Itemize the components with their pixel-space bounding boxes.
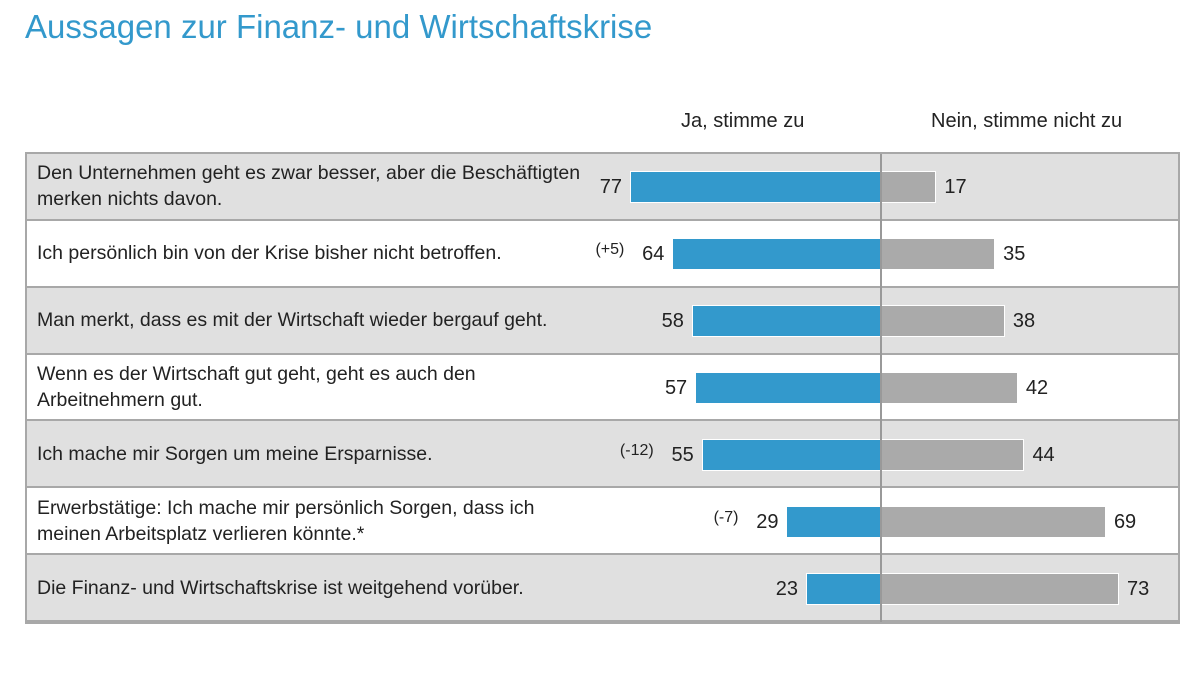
table-row: Den Unternehmen geht es zwar besser, abe…	[27, 154, 1178, 221]
table-row: Die Finanz- und Wirtschaftskrise ist wei…	[27, 555, 1178, 622]
legend-yes: Ja, stimme zu	[681, 110, 805, 132]
row-label: Die Finanz- und Wirtschaftskrise ist wei…	[37, 576, 524, 599]
bar-no	[881, 572, 1119, 605]
table-row: Ich persönlich bin von der Krise bisher …	[27, 221, 1178, 288]
bar-no	[881, 438, 1025, 471]
value-label-no: 44	[1032, 443, 1055, 466]
table-row: Erwerbstätige: Ich mache mir persönlich …	[27, 488, 1178, 556]
chart-table: Den Unternehmen geht es zwar besser, abe…	[25, 152, 1180, 624]
value-label-yes: 57	[664, 376, 688, 399]
value-label-no: 42	[1025, 376, 1049, 399]
row-label: Ich persönlich bin von der Krise bisher …	[37, 242, 502, 265]
bar-yes	[672, 238, 881, 271]
value-label-yes: 77	[599, 176, 622, 199]
chart-title: Aussagen zur Finanz- und Wirtschaftskris…	[25, 8, 653, 45]
value-label-yes: 55	[671, 443, 694, 466]
bar-yes	[691, 305, 881, 338]
value-label-no: 73	[1126, 577, 1150, 600]
legend-no: Nein, stimme nicht zu	[931, 110, 1123, 132]
row-label: Erwerbstätige: Ich mache mir persönlich …	[37, 496, 535, 545]
row-label: Man merkt, dass es mit der Wirtschaft wi…	[37, 309, 548, 332]
bar-no	[881, 371, 1018, 404]
bar-no	[881, 171, 937, 204]
row-label: Den Unternehmen geht es zwar besser, abe…	[37, 162, 581, 211]
center-axis	[880, 154, 882, 622]
value-label-yes: 29	[756, 510, 779, 533]
bar-yes	[629, 171, 881, 204]
bar-yes	[786, 505, 881, 538]
row-label: Ich mache mir Sorgen um meine Ersparniss…	[37, 442, 433, 465]
bar-yes	[701, 438, 881, 471]
bar-yes	[806, 572, 881, 605]
value-label-yes: 58	[661, 310, 684, 333]
change-label: (+5)	[595, 241, 625, 259]
table-row: Wenn es der Wirtschaft gut geht, geht es…	[27, 355, 1178, 422]
value-label-no: 38	[1012, 310, 1036, 333]
value-label-yes: 64	[642, 243, 665, 266]
row-label: Wenn es der Wirtschaft gut geht, geht es…	[37, 362, 476, 411]
bar-no	[881, 238, 996, 271]
change-label: (-12)	[619, 441, 654, 459]
value-label-no: 17	[944, 176, 967, 199]
change-label: (-7)	[713, 508, 739, 526]
value-label-yes: 23	[775, 577, 799, 600]
value-label-no: 69	[1113, 510, 1137, 533]
bar-no	[881, 505, 1106, 538]
value-label-no: 35	[1003, 243, 1026, 266]
table-row: Man merkt, dass es mit der Wirtschaft wi…	[27, 287, 1178, 355]
bar-no	[881, 305, 1005, 338]
bar-yes	[695, 371, 881, 404]
table-row: Ich mache mir Sorgen um meine Ersparniss…	[27, 421, 1178, 489]
